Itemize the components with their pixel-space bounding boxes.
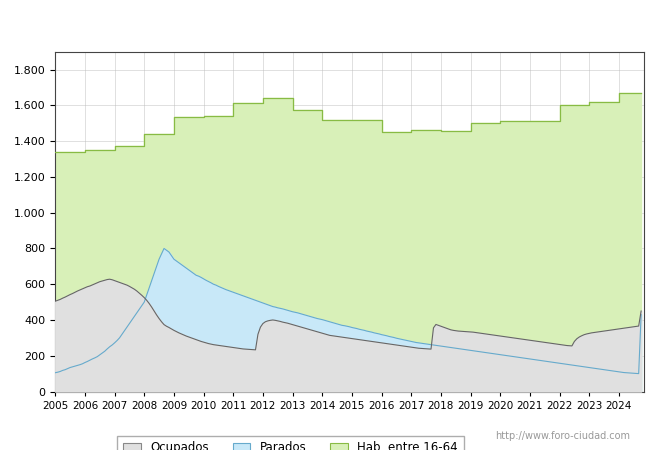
Text: Cobeja - Evolucion de la poblacion en edad de Trabajar Septiembre de 2024: Cobeja - Evolucion de la poblacion en ed… <box>71 17 579 30</box>
Text: http://www.foro-ciudad.com: http://www.foro-ciudad.com <box>495 431 630 441</box>
Legend: Ocupados, Parados, Hab. entre 16-64: Ocupados, Parados, Hab. entre 16-64 <box>117 436 464 450</box>
